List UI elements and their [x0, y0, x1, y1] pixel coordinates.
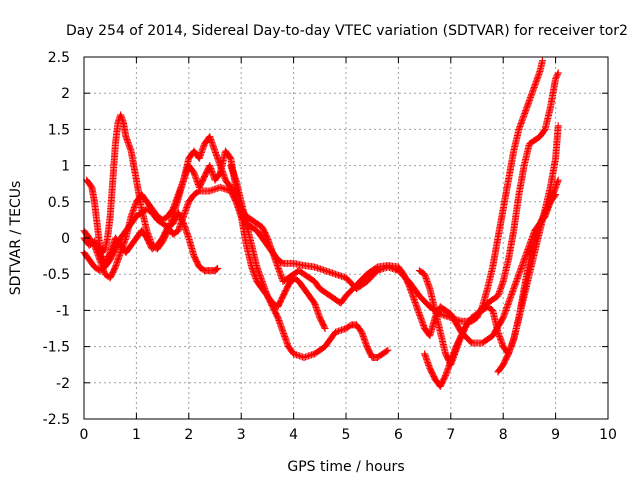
- y-axis-label: SDTVAR / TECUs: [8, 181, 24, 296]
- y-tick-label: 1: [61, 159, 70, 175]
- y-tick-label: 2.5: [48, 50, 70, 66]
- x-tick-label: 1: [132, 427, 141, 443]
- x-tick-label: 3: [237, 427, 246, 443]
- data-series: [80, 57, 562, 390]
- x-tick-label: 8: [499, 427, 508, 443]
- y-tick-label: 2: [61, 86, 70, 102]
- x-tick-label: 9: [551, 427, 560, 443]
- series-track-8: [494, 176, 562, 376]
- series-track-1: [80, 57, 546, 325]
- axis-ticks: 0 1 2 3 4 5 6 7 8 9 10 -2.5 -2 -1.5 -1 -0.5 0 0.5 1 1.5 2 2.5: [43, 50, 617, 443]
- y-tick-label: 1.5: [48, 122, 70, 138]
- y-tick-label: -1.5: [43, 340, 70, 356]
- marker-trace: [494, 176, 562, 376]
- x-tick-label: 6: [394, 427, 403, 443]
- x-tick-label: 2: [184, 427, 193, 443]
- y-tick-label: -2: [56, 376, 70, 392]
- y-tick-label: -1: [56, 303, 70, 319]
- x-tick-label: 0: [80, 427, 89, 443]
- x-axis-label: GPS time / hours: [287, 459, 404, 475]
- x-tick-label: 5: [342, 427, 351, 443]
- chart-title: Day 254 of 2014, Sidereal Day-to-day VTE…: [66, 23, 628, 39]
- series-track-5: [227, 162, 329, 332]
- y-tick-label: -2.5: [43, 412, 70, 428]
- marker-trace: [227, 162, 329, 332]
- y-tick-label: 0: [61, 231, 70, 247]
- marker-trace: [80, 57, 546, 325]
- x-tick-label: 4: [289, 427, 298, 443]
- x-tick-label: 10: [599, 427, 617, 443]
- y-tick-label: -0.5: [43, 267, 70, 283]
- x-tick-label: 7: [446, 427, 455, 443]
- y-tick-label: 0.5: [48, 195, 70, 211]
